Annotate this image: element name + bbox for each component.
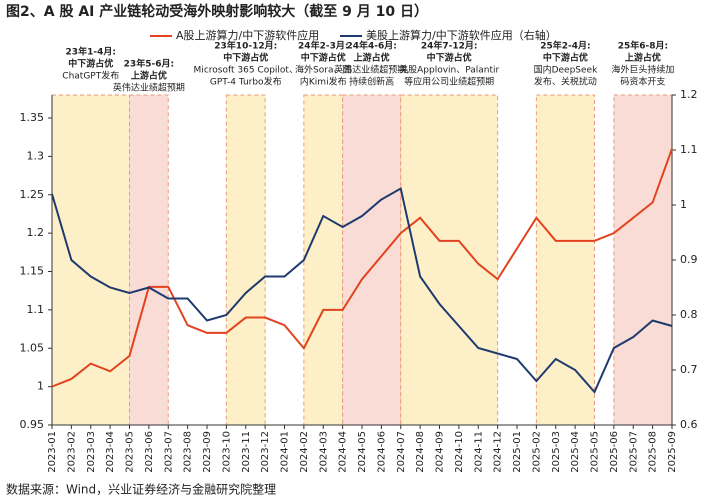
highlight-region <box>303 94 344 426</box>
region-label: 英伟达业绩超预期, <box>334 64 409 76</box>
region-label: 23年5-6月: <box>124 58 174 70</box>
chart-title: 图2、A 股 AI 产业链轮动受海外映射影响较大（截至 9 月 10 日） <box>6 3 428 20</box>
region-label: 美股Applovin、Palantir <box>399 64 499 76</box>
x-tick-label: 2024-08 <box>415 431 426 473</box>
y-tick-label: 1.05 <box>20 341 45 354</box>
region-label: ChatGPT发布 <box>62 70 119 82</box>
region-label: 24年7-12月: <box>421 40 478 52</box>
highlight-region <box>51 94 130 426</box>
y-tick-label: 1.35 <box>20 111 45 124</box>
region-label: 国内DeepSeek <box>534 64 599 76</box>
region-label: 上游占优 <box>131 70 167 82</box>
y2-tick-label: 1.2 <box>680 88 698 101</box>
legend-label: 美股上游算力/中下游软件应用（右轴） <box>366 28 557 42</box>
region-label: 23年1-4月: <box>66 46 116 58</box>
x-tick-label: 2025-01 <box>512 431 523 473</box>
y-tick-label: 1 <box>37 380 44 393</box>
x-tick-label: 2025-03 <box>551 431 562 473</box>
region-label: 内Kimi发布 <box>300 76 347 88</box>
highlight-region <box>129 94 169 426</box>
x-tick-label: 2024-12 <box>493 431 504 473</box>
series-line <box>51 148 673 388</box>
x-tick-label: 2024-09 <box>435 431 446 473</box>
region-label: 持续创新高 <box>349 76 394 88</box>
x-tick-label: 2024-10 <box>454 431 465 473</box>
region-label: 中下游占优 <box>543 52 588 64</box>
y2-tick-label: 0.9 <box>680 253 698 266</box>
x-tick-label: 2025-04 <box>570 431 581 473</box>
x-tick-label: 2023-10 <box>221 431 232 473</box>
region-label: 25年2-4月: <box>540 40 590 52</box>
x-tick-label: 2023-02 <box>66 431 77 473</box>
region-label: 等应用公司业绩超预期 <box>404 76 494 88</box>
y-tick-label: 1.1 <box>27 303 45 316</box>
x-tick-label: 2023-08 <box>183 431 194 473</box>
x-tick-label: 2024-03 <box>318 431 329 473</box>
highlight-region <box>400 94 499 426</box>
x-tick-label: 2024-04 <box>338 431 349 473</box>
region-label: 上游占优 <box>625 52 661 64</box>
legend-label: A股上游算力/中下游软件应用 <box>176 28 319 42</box>
x-tick-label: 2023-01 <box>47 431 58 473</box>
x-tick-label: 2024-02 <box>299 431 310 473</box>
x-tick-label: 2023-07 <box>163 431 174 473</box>
y-tick-label: 1.15 <box>20 265 45 278</box>
x-tick-label: 2023-09 <box>202 431 213 473</box>
region-label: GPT-4 Turbo发布 <box>210 76 282 88</box>
x-tick-label: 2023-04 <box>105 431 116 473</box>
x-tick-label: 2025-08 <box>648 431 659 473</box>
highlight-region <box>613 94 673 426</box>
source: 数据来源：Wind，兴业证券经济与金融研究院整理 <box>6 482 276 497</box>
highlight-region <box>225 94 266 426</box>
x-tick-label: 2025-02 <box>531 431 542 473</box>
x-tick-label: 2024-06 <box>376 431 387 473</box>
y2-tick-label: 0.6 <box>680 418 698 431</box>
region-label: 中下游占优 <box>223 52 268 64</box>
x-tick-label: 2024-11 <box>473 431 484 473</box>
x-tick-label: 2024-01 <box>280 431 291 473</box>
series-line <box>51 186 673 394</box>
highlight-region <box>535 94 595 426</box>
region-label: 海外巨头持续加 <box>611 64 674 76</box>
x-tick-label: 2023-11 <box>241 431 252 473</box>
region-label: 中下游占优 <box>68 58 113 70</box>
region-label: Microsoft 365 Copilot、 <box>194 66 298 76</box>
region-label: 中下游占优 <box>301 52 346 64</box>
region-label: 码资本开支 <box>620 76 665 88</box>
y-tick-label: 0.95 <box>20 418 45 431</box>
region-label: 发布、关税扰动 <box>534 76 597 88</box>
region-label: 25年6-8月: <box>618 40 668 52</box>
region-label: 中下游占优 <box>427 52 472 64</box>
x-tick-label: 2025-05 <box>590 431 601 473</box>
x-tick-label: 2023-05 <box>125 431 136 473</box>
y-tick-label: 1.2 <box>27 226 45 239</box>
y2-tick-label: 1.1 <box>680 143 698 156</box>
x-tick-label: 2023-06 <box>144 431 155 473</box>
region-label: 24年4-6月: <box>346 40 396 52</box>
region-label: 24年2-3月: <box>298 40 348 52</box>
region-label: 英伟达业绩超预期 <box>113 82 185 94</box>
y2-tick-label: 0.7 <box>680 363 698 376</box>
highlight-region <box>342 94 402 426</box>
region-label: 海外Sora、国 <box>295 64 351 76</box>
x-tick-label: 2023-12 <box>260 431 271 473</box>
y2-tick-label: 1 <box>680 198 687 211</box>
x-tick-label: 2025-06 <box>609 431 620 473</box>
x-tick-label: 2024-07 <box>396 431 407 473</box>
y-tick-label: 1.3 <box>27 149 45 162</box>
x-tick-label: 2023-03 <box>86 431 97 473</box>
region-label: 23年10-12月: <box>214 40 277 52</box>
x-tick-label: 2025-07 <box>628 431 639 473</box>
y-tick-label: 1.25 <box>20 188 45 201</box>
x-tick-label: 2024-05 <box>357 431 368 473</box>
region-label: 上游占优 <box>354 52 390 64</box>
y2-tick-label: 0.8 <box>680 308 698 321</box>
x-tick-label: 2025-09 <box>667 431 678 473</box>
